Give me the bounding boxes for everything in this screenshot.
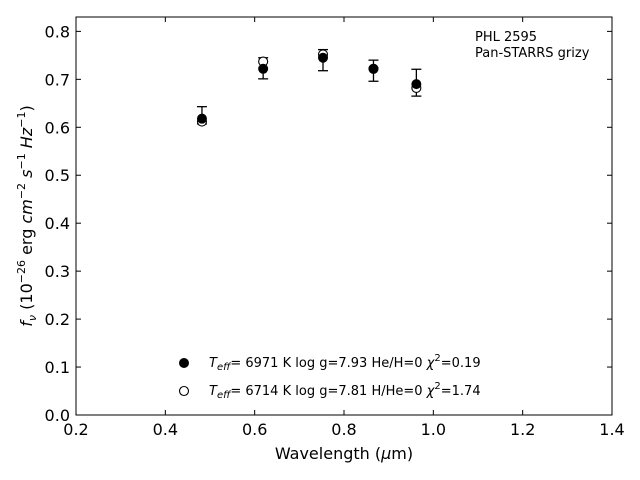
x-tick-label: 0.8 <box>331 420 356 439</box>
x-tick-label: 0.4 <box>153 420 178 439</box>
tick-labels: 0.2 0.4 0.6 0.8 1.0 1.2 1.4 0.0 0.1 0.2 0.3 0.4 0.5 0… <box>45 22 625 439</box>
legend-text-2: Teff= 6714 K log g=7.81 H/He=0 χ2=1.74 <box>209 381 481 401</box>
legend-2-teff: 6714 K <box>245 384 291 399</box>
y-tick-label: 0.1 <box>45 358 70 377</box>
legend-1-teff: 6971 K <box>245 356 291 371</box>
model-point-filled <box>258 63 269 74</box>
legend-entry-2: Teff= 6714 K log g=7.81 H/He=0 χ2=1.74 <box>178 381 481 401</box>
model-point-filled <box>196 113 207 124</box>
legend-1-chi2: =0.19 <box>441 356 481 371</box>
y-tick-label: 0.5 <box>45 166 70 185</box>
y-tick-label: 0.2 <box>45 310 70 329</box>
legend-2-comp: H/He=0 <box>371 384 422 399</box>
annotation-survey: Pan-STARRS grizy <box>475 46 590 61</box>
x-axis-label: Wavelength (μm) <box>275 444 413 463</box>
legend-1-logg: log g=7.93 <box>295 356 367 371</box>
legend-2-chi2: =1.74 <box>441 384 481 399</box>
y-tick-label: 0.6 <box>45 118 70 137</box>
x-tick-label: 0.2 <box>63 420 88 439</box>
x-tick-label: 1.4 <box>599 420 624 439</box>
x-tick-label: 0.6 <box>242 420 267 439</box>
ticks <box>75 17 613 416</box>
y-tick-label: 0.3 <box>45 262 70 281</box>
model-point-filled <box>368 63 379 74</box>
model-point-filled <box>411 79 422 90</box>
x-tick-label: 1.2 <box>510 420 535 439</box>
legend-marker-open <box>178 385 190 397</box>
legend-marker-filled <box>179 358 189 368</box>
y-tick-label: 0.4 <box>45 214 70 233</box>
y-tick-label: 0.8 <box>45 22 70 41</box>
legend-entry-1: Teff= 6971 K log g=7.93 He/H=0 χ2=0.19 <box>179 353 481 373</box>
legend: Teff= 6971 K log g=7.93 He/H=0 χ2=0.19 T… <box>178 353 481 401</box>
data-markers <box>196 49 422 127</box>
y-tick-label: 0.0 <box>45 406 70 425</box>
y-axis-label: fν (10−26 erg cm−2 s−1 Hz−1) <box>15 105 39 326</box>
plot-area <box>75 16 613 416</box>
y-tick-label: 0.7 <box>45 70 70 89</box>
legend-1-comp: He/H=0 <box>371 356 422 371</box>
legend-2-logg: log g=7.81 <box>295 384 367 399</box>
model-point-filled <box>318 52 329 63</box>
legend-text-1: Teff= 6971 K log g=7.93 He/H=0 χ2=0.19 <box>209 353 481 373</box>
x-tick-label: 1.0 <box>421 420 446 439</box>
annotation-object: PHL 2595 <box>475 30 537 45</box>
